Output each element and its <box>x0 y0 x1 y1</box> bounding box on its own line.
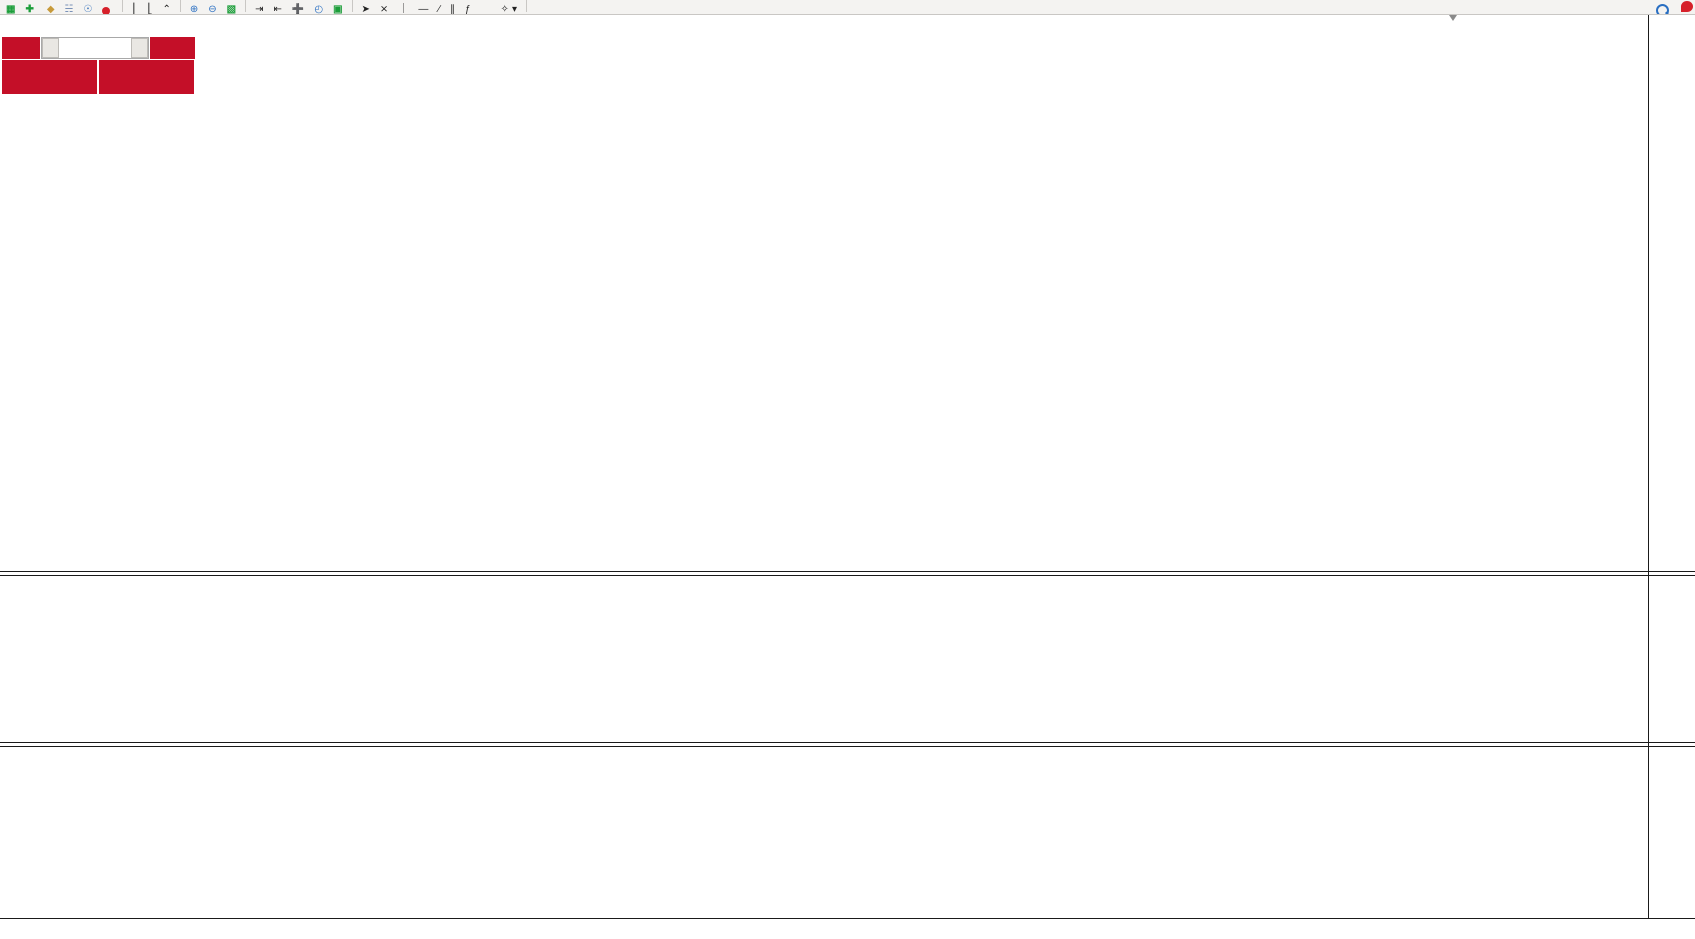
line-chart-icon[interactable]: ⌃ <box>162 4 171 15</box>
sell-button[interactable] <box>2 37 40 59</box>
macd-panel-separator[interactable] <box>0 571 1695 576</box>
zoom-out-icon[interactable]: ⊖ <box>208 4 217 15</box>
volume-box <box>41 37 149 59</box>
tab-timeframe-w1[interactable] <box>616 0 626 13</box>
one-click-trading-widget <box>2 37 195 94</box>
buy-button[interactable] <box>150 37 195 59</box>
fibonacci-tool-icon[interactable]: ƒ <box>464 4 471 15</box>
market-watch-icon[interactable]: ◆ <box>46 4 55 15</box>
text-tool-button[interactable] <box>477 0 485 14</box>
time-axis-border <box>0 918 1695 919</box>
sell-price-display[interactable] <box>2 60 97 94</box>
search-icon[interactable] <box>1652 0 1673 14</box>
data-window-icon[interactable]: ☵ <box>64 4 74 15</box>
tab-timeframe-h1[interactable] <box>580 0 590 13</box>
candlestick-chart-icon[interactable]: ⎣ <box>147 4 153 15</box>
new-chart-icon[interactable]: ➕ <box>291 4 305 15</box>
price-axis-border <box>1648 14 1649 918</box>
volume-decrease-button[interactable] <box>42 38 59 58</box>
signals-icon[interactable]: ☉ <box>83 4 93 15</box>
volume-increase-button[interactable] <box>131 38 148 58</box>
new-order-plus-icon: ✚ <box>25 4 34 15</box>
trendline-tool-icon[interactable]: ∕ <box>438 4 440 15</box>
window-plus-icon[interactable]: ▦ <box>6 4 16 15</box>
tab-timeframe-h4[interactable] <box>592 0 602 13</box>
rsi-panel-separator[interactable] <box>0 742 1695 747</box>
tab-timeframe-d1[interactable] <box>604 0 614 13</box>
buy-price-display[interactable] <box>99 60 194 94</box>
bar-chart-icon[interactable]: ⎢ <box>132 4 138 15</box>
channel-tool-icon[interactable]: ∥ <box>449 4 455 15</box>
indicators-icon[interactable]: ▣ <box>333 4 343 15</box>
period-icon[interactable]: ◴ <box>314 4 324 15</box>
autotrading-icon <box>102 7 111 14</box>
horizontal-line-tool-icon[interactable]: ― <box>418 4 429 15</box>
tab-timeframe-m1[interactable] <box>532 0 542 13</box>
shapes-tool-icon[interactable]: ✧ ▾ <box>500 4 517 15</box>
label-tool-button[interactable] <box>487 0 495 14</box>
notification-icon[interactable] <box>1681 1 1693 12</box>
chart-ohlc-line <box>6 21 14 33</box>
tab-timeframe-m30[interactable] <box>568 0 578 13</box>
vertical-line-tool-icon[interactable]: ｜ <box>398 4 409 15</box>
chart-shift-icon[interactable]: ⇤ <box>273 4 282 15</box>
tile-windows-icon[interactable]: ▧ <box>226 4 237 15</box>
chart-shift-marker[interactable] <box>1449 15 1457 21</box>
cursor-tool-icon[interactable]: ➤ <box>361 4 370 15</box>
autotrading-button[interactable] <box>98 0 117 14</box>
volume-input[interactable] <box>59 38 131 58</box>
auto-scroll-icon[interactable]: ⇥ <box>255 4 264 15</box>
tab-timeframe-m5[interactable] <box>544 0 554 13</box>
toolbar-separator <box>122 0 124 12</box>
toolbar: ▦ ✚ ◆ ☵ ☉ ⎢ ⎣ ⌃ ⊕ ⊖ ▧ ⇥ ⇤ ➕ ◴ ▣ ➤ ⨯ ｜ ― … <box>0 0 1695 15</box>
zoom-in-icon[interactable]: ⊕ <box>189 4 199 15</box>
tab-timeframe-m15[interactable] <box>556 0 566 13</box>
crosshair-tool-icon[interactable]: ⨯ <box>379 4 389 15</box>
new-order-button[interactable]: ✚ <box>21 0 40 15</box>
tab-timeframe-mn[interactable] <box>628 0 638 13</box>
